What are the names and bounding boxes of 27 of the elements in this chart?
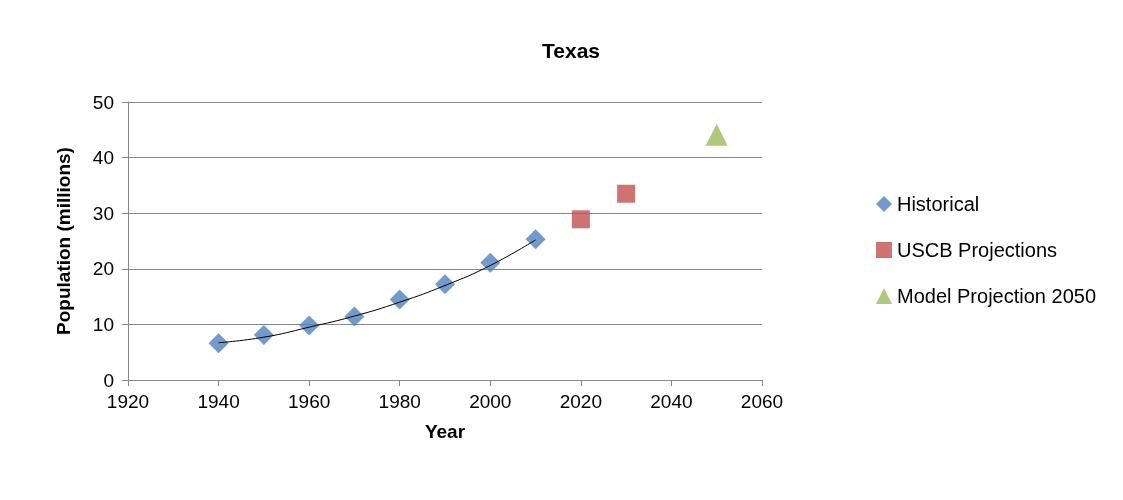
point (480, 252, 501, 273)
y-tick-label: 40 (92, 147, 114, 169)
x-tick-label: 2060 (740, 391, 784, 412)
y-tick-label: 0 (103, 369, 114, 391)
x-tick-label: 1980 (378, 391, 421, 412)
chart-title: Texas (542, 39, 600, 62)
point (435, 274, 455, 295)
point (571, 210, 590, 229)
x-tick-label: 1920 (106, 391, 150, 412)
y-tick-label: 10 (92, 313, 114, 335)
x-tick-label: 2000 (469, 391, 512, 412)
point (617, 184, 636, 203)
x-tick-label: 1960 (288, 391, 331, 412)
x-tick-label: 1940 (197, 391, 240, 412)
point (208, 333, 229, 354)
x-tick-label: 2020 (559, 391, 602, 412)
y-axis-title: Population (millions) (53, 147, 74, 335)
y-tick-label: 50 (92, 91, 114, 113)
point (525, 229, 546, 250)
legend-label: USCB Projections (896, 239, 1058, 261)
x-axis-title: Year (424, 421, 466, 442)
y-tick-label: 20 (92, 258, 114, 280)
point (705, 123, 728, 146)
legend-label: Model Projection 2050 (896, 285, 1096, 307)
legend-label: Historical (896, 193, 980, 215)
x-tick-label: 2040 (650, 391, 693, 412)
y-tick-label: 30 (92, 202, 114, 224)
